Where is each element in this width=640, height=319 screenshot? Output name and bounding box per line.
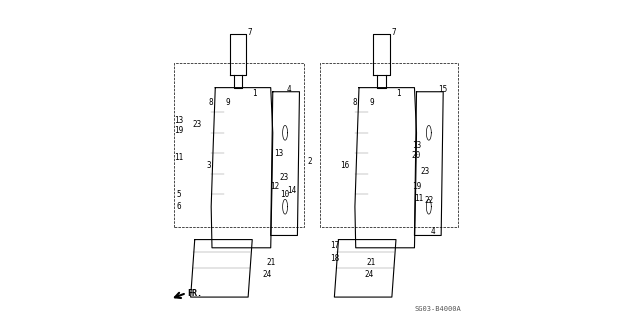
Text: 15: 15 (438, 85, 448, 94)
Text: 16: 16 (340, 161, 349, 170)
Text: 9: 9 (225, 98, 230, 107)
Text: 3: 3 (207, 161, 211, 170)
Text: 21: 21 (266, 258, 275, 267)
Text: 19: 19 (173, 126, 183, 135)
Text: 14: 14 (287, 186, 296, 195)
Text: 23: 23 (420, 167, 429, 176)
Text: 17: 17 (330, 241, 339, 250)
Text: 21: 21 (367, 258, 376, 267)
Text: 20: 20 (412, 151, 421, 160)
Text: 11: 11 (173, 153, 183, 162)
Text: 10: 10 (280, 190, 289, 199)
Text: 24: 24 (365, 270, 374, 279)
Text: 5: 5 (176, 190, 180, 199)
Text: 13: 13 (412, 141, 421, 150)
Text: 8: 8 (353, 98, 357, 107)
Text: 2: 2 (307, 157, 312, 166)
Text: 7: 7 (392, 28, 396, 37)
Text: 11: 11 (414, 194, 423, 203)
Text: 9: 9 (369, 98, 374, 107)
Text: 13: 13 (173, 116, 183, 125)
Text: 12: 12 (270, 182, 280, 191)
Text: 1: 1 (252, 89, 257, 98)
Text: 8: 8 (209, 98, 214, 107)
Text: 4: 4 (287, 85, 291, 94)
Text: 24: 24 (262, 270, 271, 279)
Text: 19: 19 (412, 182, 421, 191)
Text: 22: 22 (424, 196, 433, 205)
Text: 13: 13 (275, 149, 284, 158)
Text: 7: 7 (248, 28, 253, 37)
Text: FR.: FR. (188, 289, 202, 298)
Text: 6: 6 (176, 202, 180, 211)
Text: 4: 4 (431, 227, 435, 236)
Text: 23: 23 (280, 174, 289, 182)
Text: 23: 23 (192, 120, 202, 129)
Text: SG03-B4000A: SG03-B4000A (415, 307, 461, 312)
Text: 18: 18 (330, 254, 339, 263)
Text: 1: 1 (396, 89, 401, 98)
